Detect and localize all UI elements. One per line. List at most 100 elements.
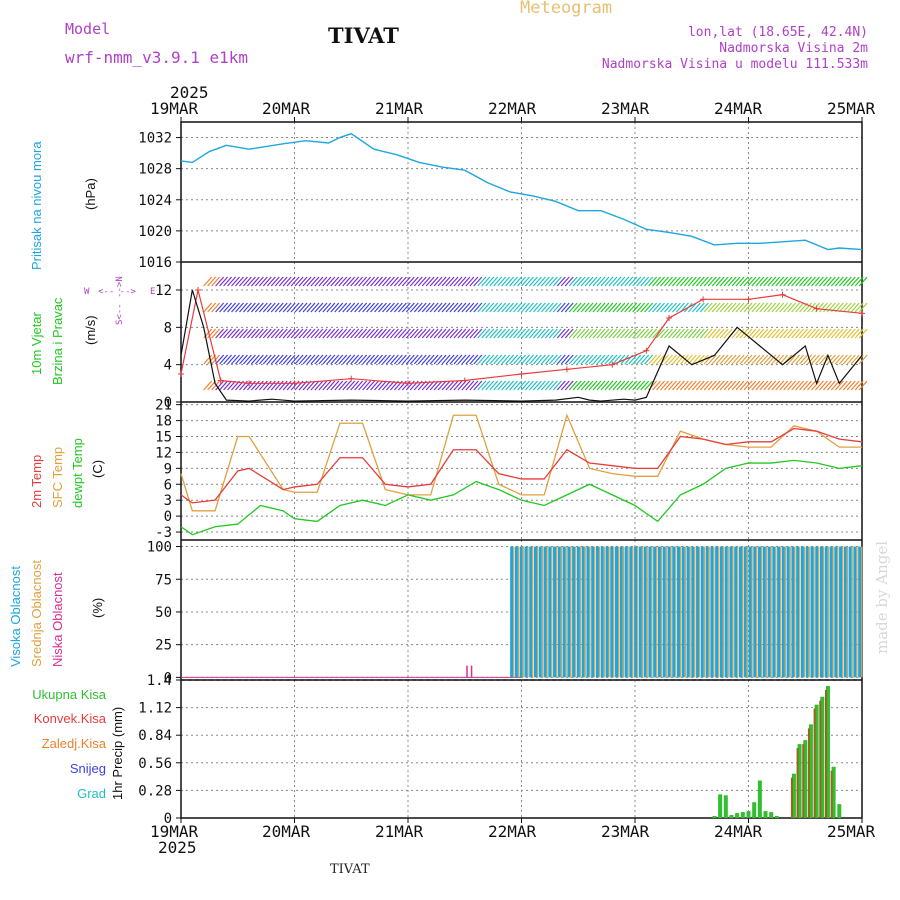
cloud-high-bar (600, 546, 604, 678)
wind-barb (290, 276, 300, 287)
wind-barb (211, 302, 221, 313)
wind-barb (747, 354, 757, 365)
wind-barb (672, 276, 681, 287)
wind-barb (421, 328, 431, 339)
wind-barb (485, 328, 495, 339)
wind-barb (679, 354, 689, 365)
cloud-mid-bar (818, 546, 820, 678)
wind-barb (727, 380, 737, 391)
wind-barb (401, 380, 411, 391)
wind-barb (826, 380, 836, 391)
wind-barb (322, 302, 332, 313)
wind-barb (695, 328, 705, 339)
wind-barb (378, 276, 387, 287)
wind-barb (457, 302, 467, 313)
cloud-mid-bar (646, 546, 648, 678)
wind-barb (687, 276, 697, 287)
wind-barb (544, 328, 554, 339)
wind-tick-label: 0 (164, 395, 172, 411)
wind-barb (282, 302, 292, 313)
wind-barb (743, 380, 753, 391)
wind-barb (703, 380, 713, 391)
wind-barb (608, 302, 618, 313)
wind-barb (771, 276, 781, 287)
wind-barb (803, 302, 812, 313)
cloud-mid-bar (522, 546, 524, 678)
wind-barb (469, 354, 479, 365)
wind-barb (382, 302, 391, 313)
wind-barb (815, 276, 824, 287)
wind-barb (405, 302, 415, 313)
wind-barb (513, 354, 523, 365)
wind-barb (246, 380, 256, 391)
wind-barb (719, 328, 729, 339)
wind-barb (326, 328, 336, 339)
wind-barb (314, 302, 324, 313)
wind-barb (358, 328, 368, 339)
precip-legend-total: Ukupna Kisa (32, 687, 106, 702)
cloud-high-bar (834, 546, 838, 678)
wind-barb (779, 380, 789, 391)
wind-barb (842, 380, 852, 391)
cloud-high-bar (510, 546, 514, 678)
wind-barb (314, 380, 324, 391)
wind-barb (759, 354, 769, 365)
wind-barb (826, 276, 836, 287)
wind-barb (731, 276, 741, 287)
wind-barb (687, 328, 697, 339)
wind-barb (310, 276, 320, 287)
wind-barb (592, 354, 602, 365)
precip-bar-edge (830, 770, 833, 818)
wind-barb (604, 276, 614, 287)
wind-barb (445, 276, 455, 287)
wind-barb (707, 276, 717, 287)
cloud-mid-bar (551, 546, 553, 678)
wind-barb (715, 354, 725, 365)
cloud-mid-bar (823, 546, 825, 678)
wind-barb (397, 328, 407, 339)
wind-barb (822, 276, 832, 287)
wind-barb (525, 328, 534, 339)
wind-barb (632, 328, 642, 339)
wind-barb (298, 328, 308, 339)
wind-barb (747, 302, 757, 313)
cloud-mid-bar (532, 546, 534, 678)
wind-barb (278, 354, 288, 365)
wind-barb (711, 380, 721, 391)
cloud-mid-bar (727, 546, 729, 678)
wind-barb (461, 276, 471, 287)
wind-barb (207, 328, 217, 339)
cloud-mid-bar (803, 546, 806, 678)
cloud-high-bar (848, 546, 852, 678)
wind-barb (302, 354, 312, 365)
wind-barb (656, 276, 666, 287)
wind-barb (258, 354, 268, 365)
precip-bar (746, 811, 751, 818)
wind-barb (807, 276, 816, 287)
wind-barb (473, 302, 483, 313)
wind-barb (588, 354, 598, 365)
cloud-high-bar (839, 546, 843, 678)
wind-barb (358, 302, 368, 313)
wind-barb (497, 276, 507, 287)
wind-barb (465, 328, 475, 339)
wind-barb (231, 328, 240, 339)
top-date-3: 22MAR (488, 99, 537, 118)
cloud-mid-bar (851, 546, 853, 678)
wind-barb (505, 328, 515, 339)
wind-barb (636, 328, 646, 339)
wind-barb (286, 354, 296, 365)
wind-barb (628, 354, 638, 365)
wind-barb (540, 276, 550, 287)
model-label: Model (65, 20, 111, 38)
wind-barb (838, 354, 848, 365)
wind-barb (286, 328, 296, 339)
cloud-high-bar (529, 546, 533, 678)
wind-barb (270, 276, 280, 287)
cloud-mid-bar (670, 546, 672, 678)
wind-barb (576, 276, 586, 287)
wind-barb (572, 380, 582, 391)
wind-barb (254, 328, 264, 339)
wind-barb (715, 302, 725, 313)
wind-barb (731, 328, 741, 339)
